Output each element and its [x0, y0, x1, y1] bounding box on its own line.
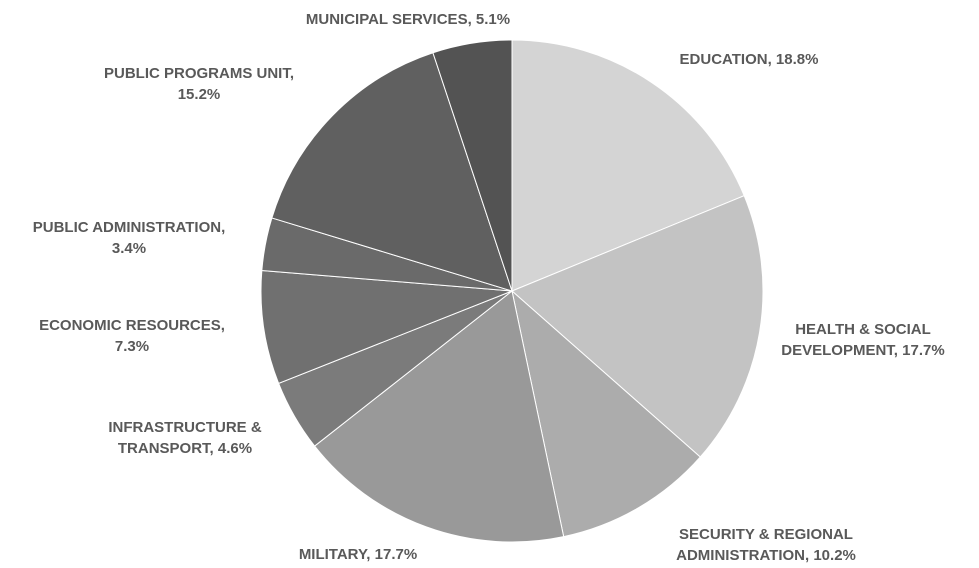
slice-label-8-line-1: PUBLIC PROGRAMS UNIT,: [104, 65, 294, 82]
slice-label-5-line-1: INFRASTRUCTURE &: [108, 419, 261, 436]
slice-label-9: MUNICIPAL SERVICES, 5.1%: [306, 11, 510, 28]
pie-labels: EDUCATION, 18.8% HEALTH & SOCIAL DEVELOPME…: [33, 11, 945, 564]
slice-label-2-line-2: DEVELOPMENT, 17.7%: [781, 342, 944, 359]
slice-label-3: SECURITY & REGIONAL ADMINISTRATION, 10.2%: [676, 526, 856, 564]
slice-label-1-line-1: EDUCATION, 18.8%: [680, 51, 819, 68]
slice-label-7-line-2: 3.4%: [112, 240, 146, 257]
slice-label-4-line-1: MILITARY, 17.7%: [299, 546, 417, 563]
pie-slice-4: [313, 290, 565, 543]
slice-label-9-line-1: MUNICIPAL SERVICES, 5.1%: [306, 11, 510, 28]
slice-label-2-line-1: HEALTH & SOCIAL: [795, 321, 931, 338]
slice-label-3-line-2: ADMINISTRATION, 10.2%: [676, 547, 856, 564]
slice-label-8: PUBLIC PROGRAMS UNIT, 15.2%: [104, 65, 294, 103]
slice-label-2: HEALTH & SOCIAL DEVELOPMENT, 17.7%: [781, 321, 944, 359]
slice-label-6: ECONOMIC RESOURCES, 7.3%: [39, 317, 225, 355]
pie-slice-6: [260, 269, 513, 385]
slice-label-1: EDUCATION, 18.8%: [680, 51, 819, 68]
slice-label-3-line-1: SECURITY & REGIONAL: [679, 526, 853, 543]
pie-slice-8: [271, 52, 513, 292]
slice-label-4: MILITARY, 17.7%: [299, 546, 417, 563]
pie-slice-9: [432, 39, 513, 292]
slice-label-8-line-2: 15.2%: [178, 86, 221, 103]
slice-label-5-line-2: TRANSPORT, 4.6%: [118, 440, 252, 457]
slice-label-5: INFRASTRUCTURE & TRANSPORT, 4.6%: [108, 419, 261, 457]
slice-label-7: PUBLIC ADMINISTRATION, 3.4%: [33, 219, 226, 257]
slice-label-6-line-2: 7.3%: [115, 338, 149, 355]
slice-label-6-line-1: ECONOMIC RESOURCES,: [39, 317, 225, 334]
pie-slices: [260, 39, 764, 543]
slice-label-7-line-1: PUBLIC ADMINISTRATION,: [33, 219, 226, 236]
pie-slice-1: [511, 39, 745, 292]
pie-slice-2: [511, 195, 764, 458]
pie-slice-3: [511, 289, 701, 538]
